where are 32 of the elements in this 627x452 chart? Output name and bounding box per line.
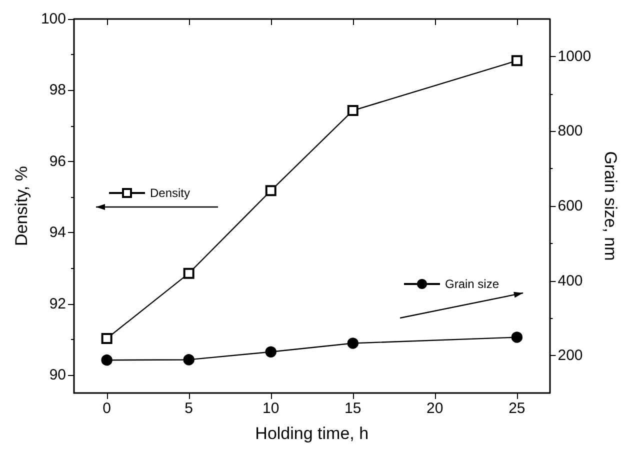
x-tick-label: 10 — [262, 400, 280, 417]
point — [265, 185, 276, 196]
y2-tick-label: 1000 — [558, 48, 592, 65]
y-tick-label: 90 — [49, 366, 66, 384]
point — [347, 105, 358, 116]
y-tick-label: 98 — [49, 82, 66, 99]
x-tick-label: 20 — [426, 400, 444, 417]
y-tick-label: 92 — [49, 295, 66, 312]
y-tick-label: 100 — [40, 10, 66, 28]
legend-label: Density — [150, 186, 190, 200]
point — [265, 346, 276, 358]
point — [183, 354, 194, 366]
y2-tick-label: 200 — [558, 347, 583, 364]
x-axis-title: Holding time, h — [255, 424, 369, 443]
point — [347, 338, 358, 349]
point — [101, 354, 112, 366]
y-tick-label: 96 — [49, 152, 66, 170]
point — [101, 333, 112, 344]
point — [511, 55, 522, 66]
point — [511, 332, 523, 343]
y-tick-label: 94 — [49, 224, 66, 242]
point — [183, 268, 194, 279]
y2-tick-label: 800 — [558, 122, 583, 140]
y2-tick-label: 600 — [558, 198, 583, 214]
x-tick-label: 0 — [102, 400, 111, 417]
y2-tick-label: 400 — [558, 272, 583, 290]
x-tick-label: 5 — [184, 400, 194, 417]
y2-axis-title: Grain size, nm — [601, 151, 620, 261]
x-tick-label: 25 — [508, 400, 526, 417]
x-tick-label: 15 — [344, 400, 362, 417]
y-axis-title: Density, % — [12, 166, 32, 246]
legend-label: Grain size — [445, 277, 500, 291]
